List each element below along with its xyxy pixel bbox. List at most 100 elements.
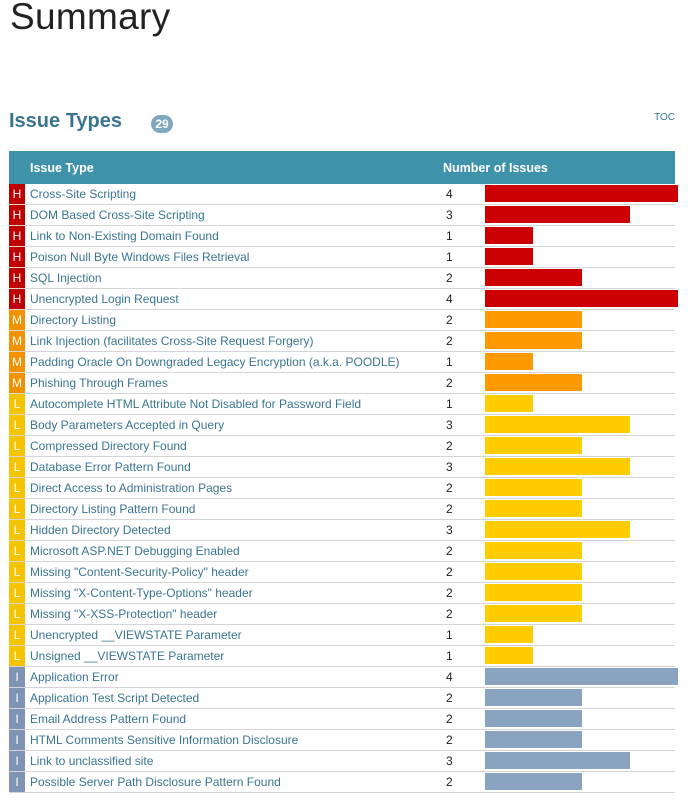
issue-type-link[interactable]: Body Parameters Accepted in Query [25,414,443,436]
issue-type-link[interactable]: Missing "Content-Security-Policy" header [25,561,443,583]
issue-type-link[interactable]: Missing "X-Content-Type-Options" header [25,582,443,604]
issue-count-bar [485,689,582,706]
issue-type-link[interactable]: Directory Listing [25,309,443,331]
issue-type-link[interactable]: Application Test Script Detected [25,687,443,709]
number-of-issues-header: Number of Issues [443,151,675,184]
issue-count-bar [485,710,582,727]
issue-types-table: Issue Type Number of Issues H Cross-Site … [9,151,678,793]
table-row: H Poison Null Byte Windows Files Retrieva… [9,246,675,268]
issue-type-link[interactable]: Unsigned __VIEWSTATE Parameter [25,645,443,667]
issue-count-bar [485,563,582,580]
issue-count-bar [485,521,630,538]
issue-count: 1 [446,229,453,243]
issue-type-link[interactable]: Possible Server Path Disclosure Pattern … [25,771,443,793]
issue-type-link[interactable]: DOM Based Cross-Site Scripting [25,204,443,226]
issue-type-link[interactable]: Link Injection (facilitates Cross-Site R… [25,330,443,352]
severity-label: M [12,334,22,348]
table-row: H Cross-Site Scripting 4 [9,184,678,205]
issue-count-bar [485,479,582,496]
issue-type-link[interactable]: Poison Null Byte Windows Files Retrieval [25,246,443,268]
table-header-row: Issue Type Number of Issues [9,151,675,184]
issue-count-bar [485,353,533,370]
issue-type-link[interactable]: Unencrypted __VIEWSTATE Parameter [25,624,443,646]
severity-label: L [13,460,21,474]
issue-count-bar [485,416,630,433]
table-row: H DOM Based Cross-Site Scripting 3 [9,204,675,226]
table-row: L Body Parameters Accepted in Query 3 [9,414,675,436]
severity-indicator: I [9,687,25,709]
issue-rows: H Cross-Site Scripting 4 H DOM Based Cross-S… [9,184,678,793]
issue-count-bar [485,500,582,517]
severity-label: I [15,691,19,705]
issue-count-cell: 2 [443,540,675,562]
severity-label: L [13,565,21,579]
table-row: I Email Address Pattern Found 2 [9,708,675,730]
issue-type-link[interactable]: Link to Non-Existing Domain Found [25,225,443,247]
issue-type-link[interactable]: Application Error [25,666,443,688]
issue-types-header: Issue Types 29 TOC [9,110,675,138]
issue-type-link[interactable]: Database Error Pattern Found [25,456,443,478]
issue-count-bar [485,542,582,559]
table-row: L Missing "Content-Security-Policy" heade… [9,561,675,583]
table-row: H Link to Non-Existing Domain Found 1 [9,225,675,247]
issue-count: 2 [446,586,453,600]
issue-type-link[interactable]: HTML Comments Sensitive Information Disc… [25,729,443,751]
issue-count-cell: 2 [443,603,675,625]
severity-label: L [13,607,21,621]
issue-count-bar [485,584,582,601]
issue-count-cell: 2 [443,771,675,793]
issue-count-cell: 2 [443,477,675,499]
severity-indicator: L [9,498,25,520]
severity-indicator: L [9,519,25,541]
table-row: M Directory Listing 2 [9,309,675,331]
severity-label: I [15,733,19,747]
issue-type-link[interactable]: Missing "X-XSS-Protection" header [25,603,443,625]
issue-count-bar [485,458,630,475]
severity-indicator: L [9,435,25,457]
severity-label: L [13,418,21,432]
issue-count-bar [485,269,582,286]
toc-link[interactable]: TOC [654,112,675,123]
issue-type-link[interactable]: Directory Listing Pattern Found [25,498,443,520]
issue-type-link[interactable]: SQL Injection [25,267,443,289]
issue-type-header: Issue Type [25,151,443,184]
page-title: Summary [10,0,171,37]
issue-type-link[interactable]: Autocomplete HTML Attribute Not Disabled… [25,393,443,415]
issue-count-cell: 2 [443,309,675,331]
table-row: I Application Error 4 [9,666,678,688]
issue-count-cell: 2 [443,729,675,751]
severity-indicator: H [9,184,25,205]
severity-label: H [12,229,22,243]
issue-count: 4 [446,187,453,201]
severity-label: L [13,649,21,663]
issue-type-link[interactable]: Microsoft ASP.NET Debugging Enabled [25,540,443,562]
issue-type-link[interactable]: Cross-Site Scripting [25,184,443,205]
issue-count-bar [485,290,678,307]
issue-type-link[interactable]: Direct Access to Administration Pages [25,477,443,499]
severity-label: I [15,754,19,768]
issue-type-link[interactable]: Padding Oracle On Downgraded Legacy Encr… [25,351,443,373]
issue-type-link[interactable]: Email Address Pattern Found [25,708,443,730]
severity-indicator: L [9,393,25,415]
issue-count-cell: 2 [443,561,675,583]
table-row: M Link Injection (facilitates Cross-Site … [9,330,675,352]
table-row: L Hidden Directory Detected 3 [9,519,675,541]
issue-type-link[interactable]: Hidden Directory Detected [25,519,443,541]
issue-count-cell: 1 [443,645,675,667]
severity-indicator: L [9,645,25,667]
issue-count-bar [485,773,582,790]
severity-label: L [13,502,21,516]
issue-type-link[interactable]: Compressed Directory Found [25,435,443,457]
issue-type-link[interactable]: Link to unclassified site [25,750,443,772]
severity-indicator: I [9,771,25,793]
issue-count-cell: 3 [443,204,675,226]
issue-type-link[interactable]: Unencrypted Login Request [25,288,443,310]
severity-label: I [15,712,19,726]
issue-count-cell: 3 [443,750,675,772]
table-row: L Directory Listing Pattern Found 2 [9,498,675,520]
issue-type-link[interactable]: Phishing Through Frames [25,372,443,394]
severity-indicator: H [9,267,25,289]
issue-count: 2 [446,544,453,558]
issue-count-cell: 1 [443,246,675,268]
issue-count-cell: 1 [443,393,675,415]
